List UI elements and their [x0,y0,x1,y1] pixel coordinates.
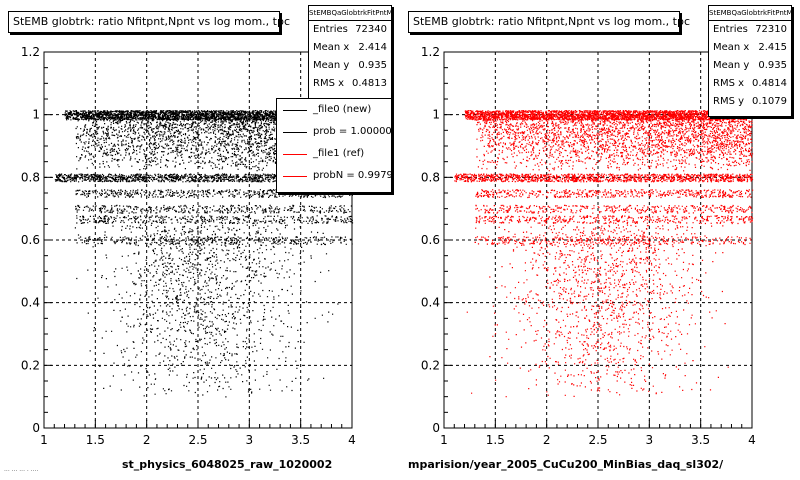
x-tick-label: 4 [748,433,756,447]
right-x-axis-title: mparision/year_2005_CuCu200_MinBias_daq_… [408,458,724,471]
y-tick-label: 1.2 [421,45,440,59]
stats-row-entries: Entries 72310 [709,21,791,39]
y-tick-label: 0.4 [21,296,40,310]
stats-label: Entries [713,24,748,35]
scatter-points [454,110,754,398]
stats-row-meany: Mean y 0.935 [309,57,391,75]
legend-line-swatch [283,110,307,111]
left-legend[interactable]: _file0 (new) prob = 1.000000 _file1 (ref… [276,98,392,193]
y-tick-label: 0.2 [421,358,440,372]
stats-row-meanx: Mean x 2.414 [309,39,391,57]
x-tick-label: 1 [440,433,448,447]
y-tick-label: 0.8 [421,170,440,184]
stats-label: Mean y [713,60,750,71]
y-tick-label: 0.6 [21,233,40,247]
stats-label: Entries [313,24,348,35]
legend-label: probN = 0.997985 [313,170,392,181]
legend-line-swatch [283,154,307,155]
left-chart-title: StEMB globtrk: ratio Nfitpnt,Npnt vs log… [8,11,290,33]
x-tick-label: 3 [246,433,254,447]
stats-value: 72340 [355,24,387,35]
stats-row-rmsx: RMS x 0.4814 [709,75,791,93]
stats-value: 72310 [755,24,787,35]
legend-entry-file1: _file1 (ref) [277,143,391,165]
stats-label: Mean y [313,60,350,71]
stats-label: RMS y [713,96,745,107]
legend-entry-prob: prob = 1.000000 [277,121,391,143]
left-x-axis-title: st_physics_6048025_raw_1020002 [122,458,333,471]
x-tick-label: 2 [543,433,551,447]
x-tick-label: 4 [348,433,356,447]
stats-row-rmsy: RMS y 0.1079 [709,93,791,111]
stats-value: 2.415 [758,42,787,53]
stats-value: 0.4813 [352,78,387,89]
x-tick-label: 3.5 [691,433,710,447]
stats-histogram-name: StEMBQaGlobtrkFitPntMomT [309,6,391,21]
y-tick-label: 0 [32,421,40,435]
legend-line-swatch [283,132,307,133]
y-tick-label: 0.4 [421,296,440,310]
x-tick-label: 2 [143,433,151,447]
y-tick-label: 1 [432,108,440,122]
right-chart-title: StEMB globtrk: ratio Nfitpnt,Npnt vs log… [408,11,690,33]
stats-label: Mean x [713,42,750,53]
x-tick-label: 2.5 [588,433,607,447]
x-tick-label: 1 [40,433,48,447]
right-stats-box[interactable]: StEMBQaGlobtrkFitPntMomT Entries 72310 M… [708,5,792,117]
footer-text: ... ... ... . .... [4,466,39,473]
y-tick-label: 1.2 [21,45,40,59]
stats-row-entries: Entries 72340 [309,21,391,39]
stats-label: Mean x [313,42,350,53]
stats-row-meany: Mean y 0.935 [709,57,791,75]
stats-value: 0.1079 [752,96,787,107]
legend-entry-file0: _file0 (new) [277,99,391,121]
stats-histogram-name: StEMBQaGlobtrkFitPntMomT [709,6,791,21]
x-tick-label: 3 [646,433,654,447]
stats-value: 0.935 [758,60,787,71]
stats-label: RMS x [713,78,745,89]
y-tick-label: 0.6 [421,233,440,247]
y-tick-label: 0.8 [21,170,40,184]
y-tick-label: 1 [32,108,40,122]
stats-value: 2.414 [358,42,387,53]
x-tick-label: 1.5 [86,433,105,447]
y-tick-label: 0.2 [21,358,40,372]
legend-line-swatch [283,176,307,177]
legend-label: _file0 (new) [313,104,372,115]
legend-label: prob = 1.000000 [313,126,392,137]
stats-value: 0.4814 [752,78,787,89]
left-stats-box[interactable]: StEMBQaGlobtrkFitPntMomT Entries 72340 M… [308,5,392,100]
y-tick-label: 0 [432,421,440,435]
stats-value: 0.935 [358,60,387,71]
stats-label: RMS x [313,78,345,89]
stats-row-rmsx: RMS x 0.4813 [309,75,391,93]
x-tick-label: 1.5 [486,433,505,447]
x-tick-label: 3.5 [291,433,310,447]
legend-entry-probn: probN = 0.997985 [277,165,391,187]
legend-label: _file1 (ref) [313,148,365,159]
stats-row-meanx: Mean x 2.415 [709,39,791,57]
x-tick-label: 2.5 [188,433,207,447]
right-scatter-panel: 1 1.5 2 2.5 3 3.5 4 0 0.2 0.4 0.6 0.8 1 1.2 [421,45,756,447]
